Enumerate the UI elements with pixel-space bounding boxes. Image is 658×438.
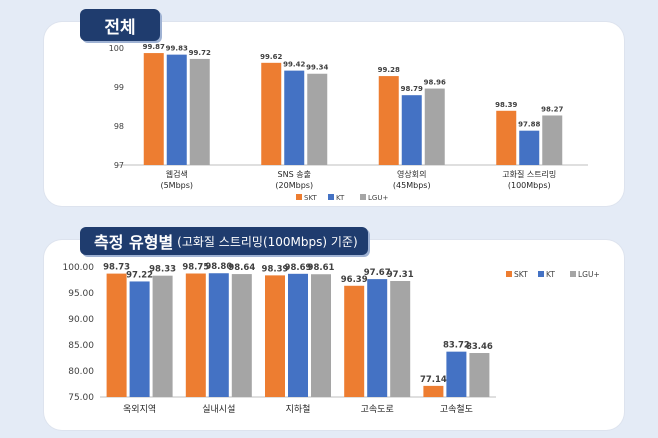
by-type-bar-skt	[344, 285, 365, 397]
by-type-category-label: 옥외지역	[123, 403, 156, 415]
overall-data-label: 99.34	[306, 64, 328, 72]
by-type-legend-label: LGU+	[578, 270, 600, 279]
by-type-y-tick-label: 75.00	[68, 393, 94, 403]
by-type-y-tick-label: 80.00	[68, 367, 94, 377]
by-type-legend-swatch	[570, 271, 576, 277]
by-type-y-tick-label: 90.00	[68, 315, 94, 325]
by-type-bar-kt	[129, 281, 150, 397]
by-type-data-label: 98.75	[182, 263, 209, 273]
by-type-bar-skt	[106, 273, 127, 397]
overall-bar-lguplus	[189, 58, 210, 165]
overall-legend-label: SKT	[304, 194, 317, 202]
by-type-bar-kt	[367, 279, 388, 397]
by-type-y-tick-label: 85.00	[68, 341, 94, 351]
by-type-bar-lguplus	[231, 274, 252, 397]
overall-bar-skt	[143, 53, 164, 165]
by-type-subtitle: (고화질 스트리밍(100Mbps) 기준)	[177, 234, 358, 249]
overall-data-label: 99.83	[166, 45, 188, 53]
by-type-bar-lguplus	[469, 353, 490, 397]
overall-bar-kt	[284, 70, 305, 165]
by-type-data-label: 77.14	[420, 375, 447, 385]
by-type-legend-label: KT	[546, 270, 555, 279]
by-type-bar-lguplus	[390, 280, 411, 397]
overall-data-label: 98.27	[541, 105, 563, 113]
overall-category-label: 고화질 스트리밍	[502, 169, 556, 179]
overall-category-label: (20Mbps)	[275, 181, 313, 190]
overall-data-label: 99.62	[260, 53, 282, 61]
by-type-bar-kt	[208, 273, 229, 397]
by-type-legend-swatch	[538, 271, 544, 277]
by-type-data-label: 83.46	[466, 342, 493, 352]
by-type-bar-kt	[446, 351, 467, 397]
overall-title-text: 전체	[104, 17, 136, 38]
by-type-data-label: 98.73	[103, 263, 130, 273]
overall-category-label: (45Mbps)	[393, 181, 431, 190]
by-type-bar-lguplus	[152, 275, 173, 397]
overall-category-label: (100Mbps)	[508, 181, 551, 190]
by-type-bar-skt	[265, 275, 285, 397]
by-type-category-label: 고속도로	[361, 404, 394, 415]
by-type-data-label: 98.33	[149, 265, 176, 275]
by-type-y-tick-label: 100.00	[63, 263, 95, 273]
by-type-bar-skt	[423, 385, 444, 397]
by-type-category-label: 고속철도	[440, 404, 473, 415]
overall-y-tick-label: 99	[114, 83, 124, 92]
by-type-bar-skt	[185, 273, 206, 397]
overall-chart-title: 전체	[80, 9, 160, 41]
by-type-bar-kt	[288, 273, 308, 397]
overall-data-label: 99.28	[378, 66, 400, 74]
overall-data-label: 99.72	[189, 49, 211, 57]
by-type-data-label: 98.69	[285, 263, 312, 273]
by-type-legend-label: SKT	[514, 270, 528, 279]
overall-data-label: 98.79	[401, 85, 423, 93]
overall-data-label: 99.87	[143, 43, 165, 51]
overall-bar-lguplus	[307, 73, 328, 165]
overall-data-label: 97.88	[518, 121, 540, 129]
overall-bar-kt	[166, 54, 187, 165]
by-type-data-label: 97.31	[387, 270, 414, 280]
overall-chart-panel	[44, 22, 624, 206]
by-type-data-label: 96.39	[341, 275, 368, 285]
by-type-data-label: 97.67	[364, 268, 391, 278]
by-type-data-label: 98.64	[228, 263, 255, 273]
overall-legend-swatch	[360, 194, 366, 200]
overall-data-label: 98.96	[424, 79, 446, 87]
by-type-legend-swatch	[506, 271, 512, 277]
overall-y-tick-label: 100	[109, 44, 124, 53]
by-type-category-label: 지하철	[286, 404, 311, 415]
by-type-data-label: 98.39	[262, 264, 289, 274]
by-type-data-label: 98.61	[308, 263, 335, 273]
by-type-y-tick-label: 95.00	[68, 289, 94, 299]
overall-category-label: SNS 송출	[278, 169, 311, 179]
overall-legend-swatch	[328, 194, 334, 200]
overall-bar-skt	[496, 110, 517, 165]
overall-category-label: 영상회의	[397, 169, 426, 179]
by-type-chart-title: 측정 유형별 (고화질 스트리밍(100Mbps) 기준)	[80, 227, 368, 255]
overall-legend-swatch	[296, 194, 302, 200]
overall-bar-kt	[519, 130, 540, 165]
overall-bar-lguplus	[542, 115, 563, 165]
overall-bar-lguplus	[424, 88, 445, 165]
overall-category-label: (5Mbps)	[160, 181, 193, 190]
by-type-bar-lguplus	[311, 274, 331, 397]
overall-category-label: 웹검색	[166, 169, 188, 179]
overall-legend-label: KT	[336, 194, 345, 202]
overall-y-tick-label: 98	[114, 122, 124, 131]
overall-bar-skt	[261, 62, 282, 165]
overall-legend-label: LGU+	[368, 194, 388, 202]
by-type-title-text: 측정 유형별	[94, 233, 174, 252]
overall-y-tick-label: 97	[114, 161, 124, 170]
overall-data-label: 99.42	[283, 61, 305, 69]
by-type-data-label: 83.72	[443, 341, 470, 351]
by-type-category-label: 실내시설	[202, 404, 235, 415]
overall-bar-skt	[378, 76, 399, 165]
overall-data-label: 98.39	[495, 101, 517, 109]
by-type-data-label: 97.22	[126, 270, 153, 280]
overall-bar-kt	[401, 95, 422, 165]
by-type-data-label: 98.80	[205, 262, 232, 272]
